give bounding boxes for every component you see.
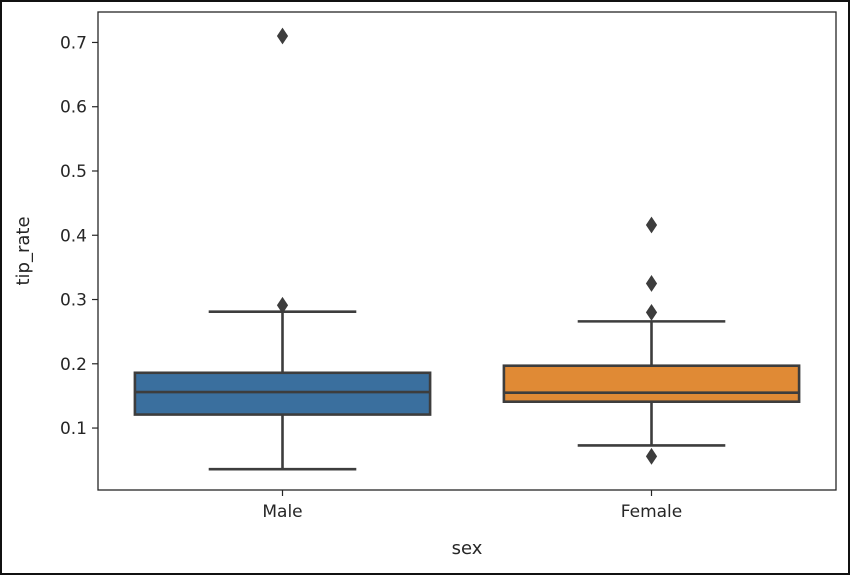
outlier-point: [276, 27, 289, 45]
box-iqr: [133, 371, 432, 416]
y-tick-label: 0.5: [60, 162, 87, 182]
y-tick-label: 0.4: [60, 226, 87, 246]
outlier-point: [645, 447, 658, 465]
box-female: [502, 216, 801, 465]
box-male: [133, 27, 432, 471]
x-tick-label: Female: [621, 502, 682, 522]
y-axis-label: tip_rate: [13, 216, 34, 285]
outlier-point: [276, 296, 289, 314]
x-tick-label: Male: [262, 502, 302, 522]
x-axis-label: sex: [452, 538, 483, 559]
y-tick-label: 0.1: [60, 419, 87, 439]
y-tick-label: 0.3: [60, 291, 87, 311]
y-axis: 0.1 0.2 0.3 0.4 0.5 0.6 0.7: [60, 33, 98, 439]
plot-area-frame: [97, 11, 837, 491]
box-iqr: [502, 364, 801, 404]
x-axis: Male Female: [262, 490, 682, 522]
y-tick-label: 0.7: [60, 33, 87, 53]
outlier-point: [645, 216, 658, 234]
outlier-point: [645, 303, 658, 321]
outlier-point: [645, 275, 658, 292]
boxes-layer: [133, 27, 801, 471]
y-tick-label: 0.2: [60, 355, 87, 375]
y-tick-label: 0.6: [60, 98, 87, 118]
